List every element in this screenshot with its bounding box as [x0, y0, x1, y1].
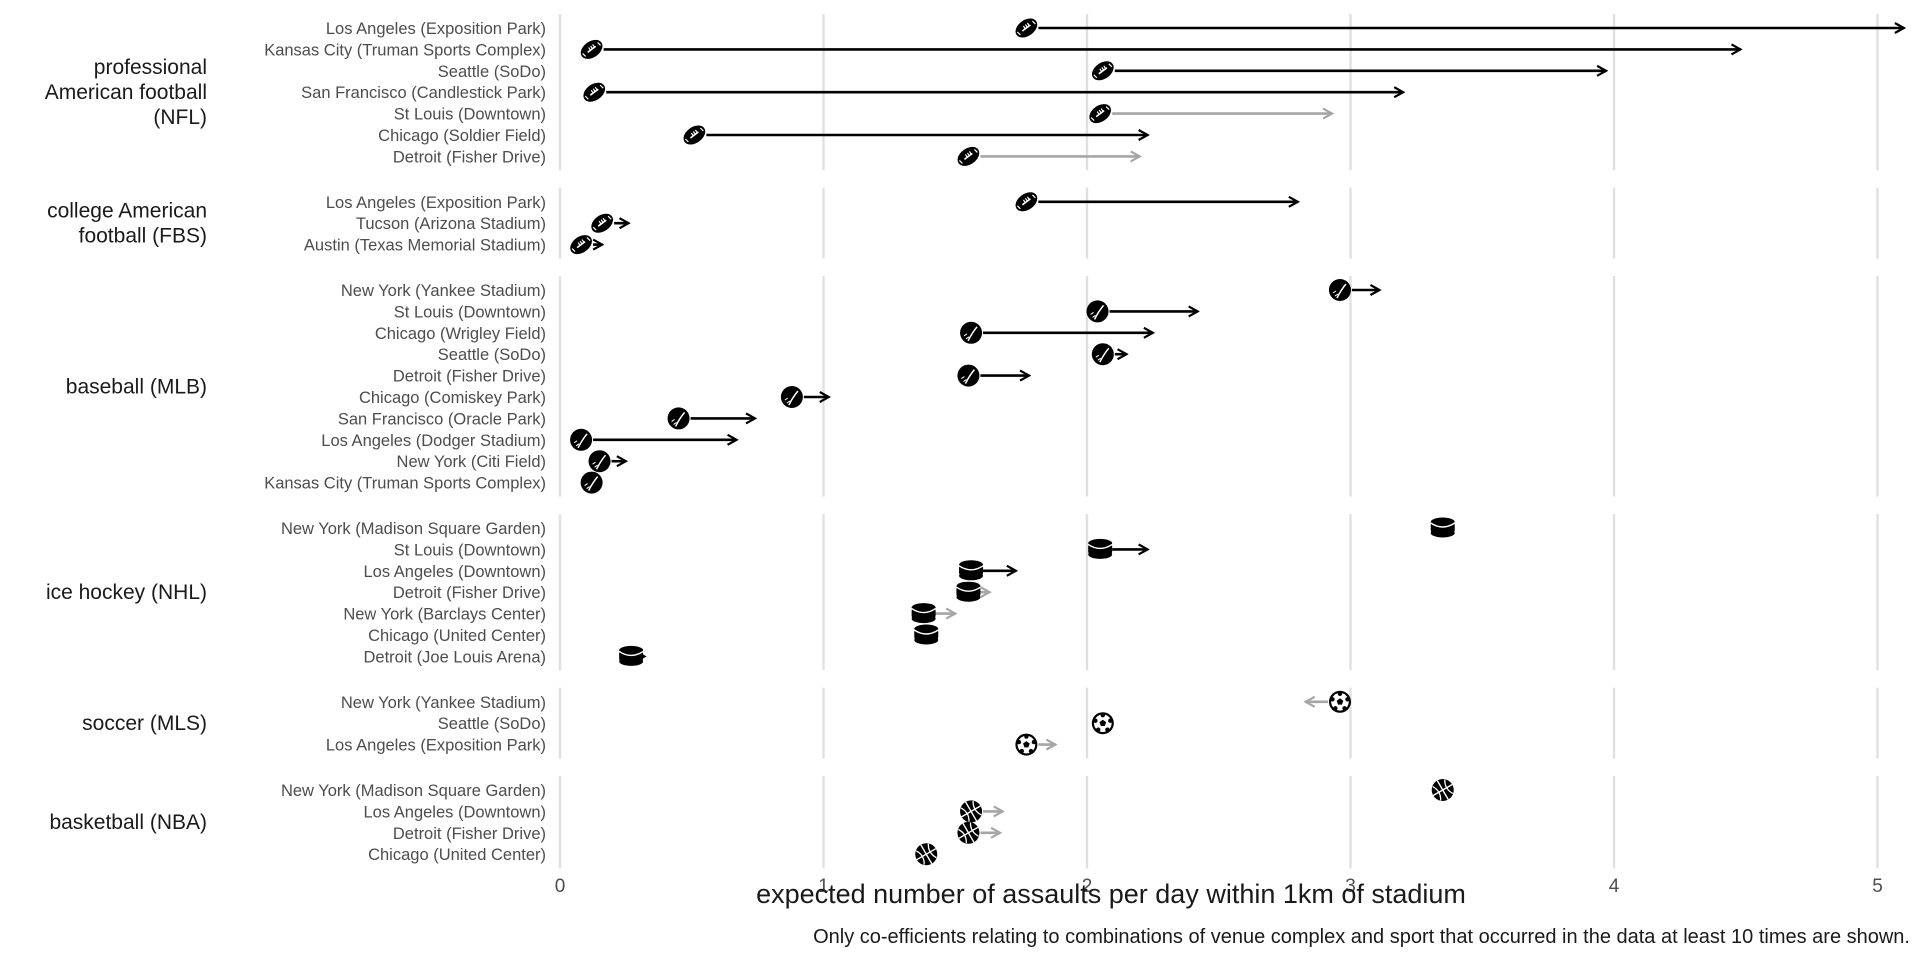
soccer-ball-icon — [1015, 733, 1038, 756]
venue-label: Chicago (United Center) — [368, 627, 546, 645]
x-tick-label: 3 — [1345, 876, 1356, 897]
venue-label: St Louis (Downtown) — [394, 106, 546, 124]
venue-label: San Francisco (Oracle Park) — [338, 410, 546, 428]
venue-label: St Louis (Downtown) — [394, 541, 546, 559]
venue-label: Seattle (SoDo) — [438, 63, 546, 81]
venue-label: San Francisco (Candlestick Park) — [301, 84, 546, 102]
x-axis: 0 1 2 3 4 5 — [555, 876, 1883, 897]
group-label: ice hockey (NHL) — [46, 581, 207, 604]
x-tick-label: 0 — [555, 876, 566, 897]
group-label: soccer (MLS) — [82, 712, 207, 735]
hockey-puck-icon — [911, 603, 937, 624]
baseball-icon — [780, 386, 803, 408]
basketball-icon — [1431, 779, 1454, 801]
chart-caption: Only co-efficients relating to combinati… — [813, 926, 1910, 948]
baseball-icon — [570, 428, 593, 451]
baseball-icon — [1328, 279, 1351, 301]
venue-label: Detroit (Joe Louis Arena) — [363, 648, 546, 666]
label-layer: Los Angeles (Exposition Park) Kansas City… — [45, 20, 546, 864]
venue-label: Detroit (Fisher Drive) — [393, 148, 546, 166]
baseball-icon — [960, 321, 983, 344]
x-axis-title: expected number of assaults per day with… — [756, 879, 1466, 909]
group-0: Los Angeles (Exposition Park) Kansas City… — [45, 20, 546, 166]
venue-label: New York (Madison Square Garden) — [281, 520, 546, 538]
american-football-icon — [1089, 104, 1112, 124]
venue-label: New York (Yankee Stadium) — [341, 282, 546, 300]
soccer-ball-icon — [1091, 712, 1114, 735]
hockey-puck-icon — [958, 560, 984, 581]
hockey-puck-icon — [618, 645, 644, 666]
venue-label: Los Angeles (Exposition Park) — [326, 194, 546, 212]
group-label: football (FBS) — [79, 225, 207, 248]
venue-label: Los Angeles (Exposition Park) — [326, 20, 546, 38]
venue-label: Chicago (Comiskey Park) — [359, 389, 546, 407]
venue-label: St Louis (Downtown) — [394, 303, 546, 321]
venue-label: Los Angeles (Exposition Park) — [326, 737, 546, 755]
grid-layer — [558, 14, 1879, 869]
group-5: New York (Madison Square Garden) Los Ange… — [49, 782, 546, 864]
group-label: (NFL) — [153, 106, 207, 129]
venue-label: Detroit (Fisher Drive) — [393, 584, 546, 602]
baseball-icon — [957, 364, 980, 387]
venue-label: Detroit (Fisher Drive) — [393, 825, 546, 843]
venue-label: Seattle (SoDo) — [438, 715, 546, 733]
american-football-icon — [957, 146, 980, 166]
x-tick-label: 4 — [1609, 876, 1620, 897]
baseball-icon — [1086, 300, 1109, 323]
x-tick-label: 5 — [1872, 876, 1883, 897]
venue-label: Los Angeles (Downtown) — [363, 563, 546, 581]
venue-label: Kansas City (Truman Sports Complex) — [264, 41, 546, 59]
group-label: American football — [45, 81, 207, 104]
american-football-icon — [683, 125, 706, 145]
hockey-puck-icon — [956, 581, 981, 602]
basketball-icon — [915, 843, 938, 866]
icon-layer — [570, 18, 1456, 866]
venue-label: Chicago (United Center) — [368, 846, 546, 864]
american-football-icon — [570, 235, 592, 255]
american-football-icon — [1091, 61, 1114, 81]
arrow-layer — [593, 28, 1904, 833]
group-label: professional — [94, 56, 207, 79]
venue-label: New York (Madison Square Garden) — [281, 782, 546, 800]
american-football-icon — [583, 82, 606, 102]
x-tick-label: 2 — [1082, 876, 1093, 897]
venue-label: New York (Citi Field) — [397, 453, 546, 471]
basketball-icon — [960, 800, 983, 823]
venue-label: Tucson (Arizona Stadium) — [356, 215, 546, 233]
baseball-icon — [588, 450, 611, 473]
venue-label: New York (Barclays Center) — [343, 606, 546, 624]
american-football-icon — [1015, 18, 1038, 38]
hockey-puck-icon — [913, 624, 939, 645]
venue-label: Los Angeles (Dodger Stadium) — [321, 432, 546, 450]
soccer-ball-icon — [1328, 690, 1351, 713]
venue-label: Seattle (SoDo) — [438, 346, 546, 364]
hockey-puck-icon — [1430, 517, 1456, 538]
baseball-icon — [667, 407, 690, 430]
baseball-icon — [580, 471, 603, 494]
basketball-icon — [957, 821, 980, 844]
baseball-icon — [1091, 343, 1114, 366]
american-football-icon — [1015, 192, 1038, 212]
venue-label: Los Angeles (Downtown) — [363, 803, 546, 821]
group-label: college American — [47, 200, 207, 223]
group-4: New York (Yankee Stadium) Seattle (SoDo) L… — [82, 694, 546, 755]
venue-label: Detroit (Fisher Drive) — [393, 368, 546, 386]
american-football-icon — [580, 39, 603, 59]
hockey-puck-icon — [1087, 538, 1113, 559]
venue-label: Chicago (Soldier Field) — [378, 127, 546, 145]
venue-label: Chicago (Wrigley Field) — [375, 325, 546, 343]
american-football-icon — [591, 213, 614, 233]
group-label: basketball (NBA) — [49, 811, 207, 834]
group-label: baseball (MLB) — [66, 375, 207, 398]
x-tick-label: 1 — [818, 876, 829, 897]
venue-label: New York (Yankee Stadium) — [341, 694, 546, 712]
group-3: New York (Madison Square Garden) St Louis… — [46, 520, 546, 666]
venue-label: Kansas City (Truman Sports Complex) — [264, 475, 546, 493]
group-1: Los Angeles (Exposition Park) Tucson (Ari… — [47, 194, 546, 255]
venue-label: Austin (Texas Memorial Stadium) — [304, 237, 546, 255]
group-2: New York (Yankee Stadium) St Louis (Downt… — [66, 282, 546, 493]
